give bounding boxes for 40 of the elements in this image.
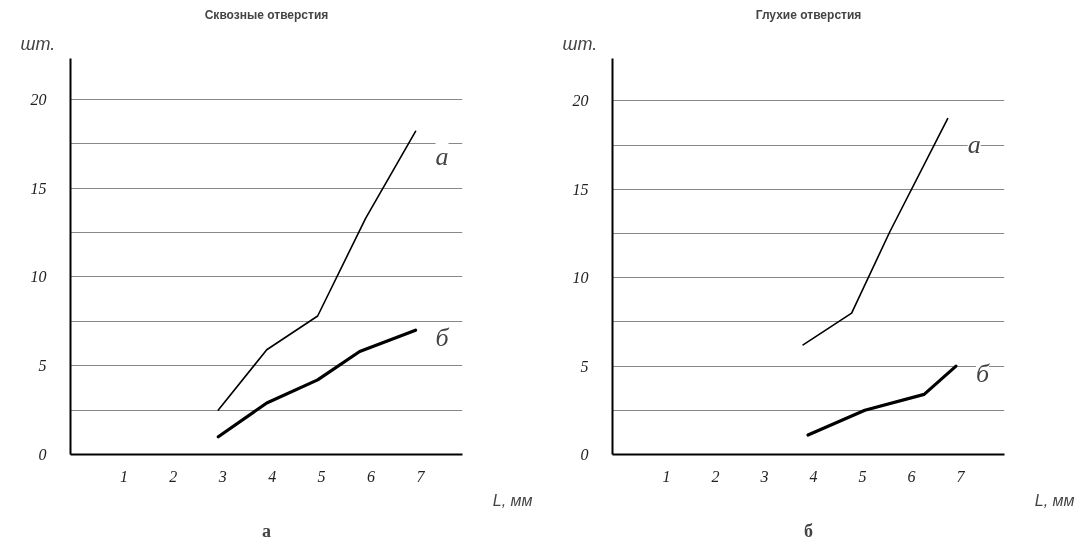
text: б (804, 520, 813, 541)
y-tick-label: 10 (572, 269, 589, 287)
x-tick-label: 4 (268, 467, 277, 485)
series-label: а (967, 129, 981, 159)
series-label: б (435, 323, 450, 353)
x-tick-label: 2 (711, 467, 720, 485)
line-series (806, 364, 958, 437)
y-tick-label: 0 (580, 446, 589, 463)
x-tick-label: 5 (317, 467, 326, 485)
y-tick-label: 15 (30, 179, 47, 197)
y-tick-label: 5 (580, 357, 589, 375)
x-tick-label: 3 (217, 467, 227, 485)
y-axis-title: шт. (20, 33, 56, 54)
y-tick-label: 5 (38, 357, 47, 375)
y-tick-label: 15 (572, 180, 589, 198)
text: а (262, 520, 271, 541)
line-series (216, 328, 418, 439)
y-axis-title: шт. (562, 33, 598, 54)
x-tick-label: 5 (858, 467, 867, 485)
line-series (217, 130, 417, 411)
x-axis-title: L, мм (492, 491, 533, 509)
x-tick-label: 7 (416, 467, 426, 485)
y-tick-label: 20 (572, 92, 589, 110)
series-label: б (975, 359, 990, 389)
x-tick-label: 2 (169, 467, 178, 485)
y-tick-label: 0 (38, 446, 47, 463)
y-tick-label: 20 (30, 90, 47, 108)
x-tick-label: 1 (662, 467, 671, 485)
chart-title: Сквозные отверстия (204, 7, 329, 22)
line-series (802, 117, 949, 346)
x-tick-label: 3 (759, 467, 769, 485)
x-tick-label: 1 (119, 467, 128, 485)
chart-title: Глухие отверстия (755, 7, 862, 22)
x-tick-label: 4 (809, 467, 818, 485)
x-tick-label: 6 (907, 467, 916, 485)
x-tick-label: 6 (367, 467, 376, 485)
y-tick-label: 10 (30, 268, 47, 286)
x-axis-title: L, мм (1034, 491, 1075, 509)
x-tick-label: 7 (956, 467, 966, 485)
series-label: а (435, 142, 449, 172)
